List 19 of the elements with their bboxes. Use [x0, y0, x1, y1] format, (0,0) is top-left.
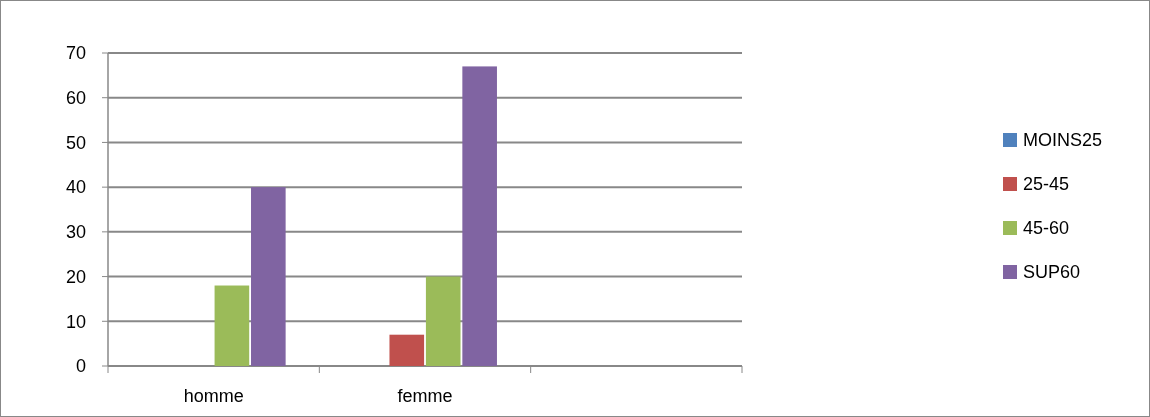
y-tick-label: 30 [65, 222, 86, 243]
bar [389, 334, 425, 366]
y-tick-label: 50 [65, 132, 86, 153]
x-tick-label: femme [397, 386, 453, 406]
x-tick-label: homme [183, 386, 244, 406]
y-tick-label: 0 [75, 356, 86, 377]
y-tick-label: 10 [65, 311, 86, 332]
y-tick-label: 70 [65, 43, 86, 64]
bar [214, 285, 250, 366]
legend-label: 45-60 [1023, 218, 1070, 239]
bar [425, 276, 461, 366]
bar [251, 187, 286, 366]
legend-label: SUP60 [1023, 262, 1081, 283]
bar [462, 66, 497, 366]
legend-label: 25-45 [1023, 174, 1070, 195]
y-tick-label: 40 [65, 177, 86, 198]
y-tick-label: 20 [65, 266, 86, 287]
legend-label: MOINS25 [1023, 130, 1103, 151]
y-tick-label: 60 [65, 88, 86, 109]
